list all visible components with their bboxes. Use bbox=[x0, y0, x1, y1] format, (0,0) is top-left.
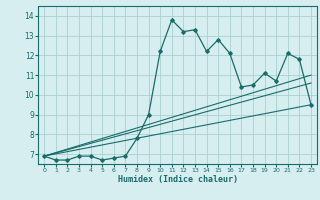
X-axis label: Humidex (Indice chaleur): Humidex (Indice chaleur) bbox=[118, 175, 238, 184]
